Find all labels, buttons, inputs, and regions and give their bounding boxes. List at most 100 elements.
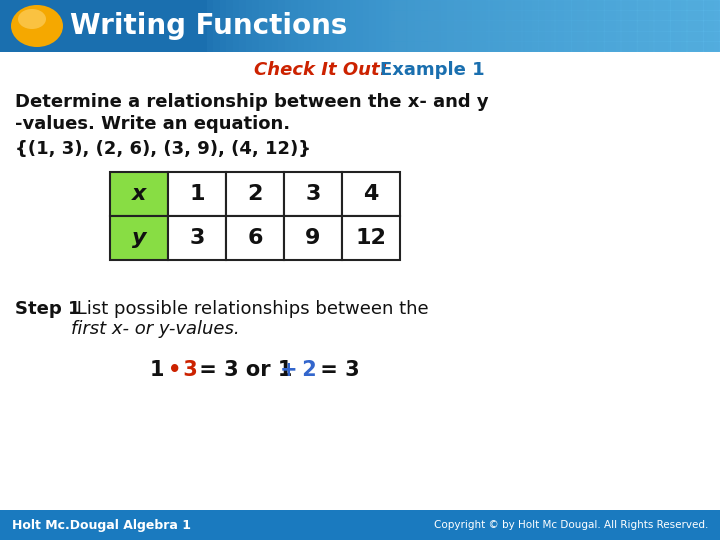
FancyBboxPatch shape (687, 21, 703, 31)
FancyBboxPatch shape (505, 11, 522, 21)
Bar (694, 0, 701, 52)
Bar (252, 0, 259, 52)
Bar (233, 0, 240, 52)
Bar (402, 0, 409, 52)
FancyBboxPatch shape (489, 0, 505, 10)
Bar (662, 0, 669, 52)
Text: •: • (168, 360, 181, 380)
FancyBboxPatch shape (703, 42, 720, 52)
FancyBboxPatch shape (423, 42, 439, 52)
Text: Step 1: Step 1 (15, 300, 81, 318)
Bar (342, 172, 400, 216)
FancyBboxPatch shape (522, 21, 539, 31)
Bar (434, 0, 441, 52)
FancyBboxPatch shape (605, 0, 621, 10)
FancyBboxPatch shape (390, 21, 406, 31)
FancyBboxPatch shape (407, 11, 423, 21)
Bar (701, 0, 708, 52)
Bar (707, 0, 714, 52)
Bar (610, 0, 617, 52)
Bar (467, 0, 474, 52)
FancyBboxPatch shape (555, 42, 571, 52)
Bar (226, 172, 284, 216)
Bar (336, 0, 344, 52)
Bar (265, 0, 272, 52)
Ellipse shape (18, 9, 46, 29)
FancyBboxPatch shape (621, 42, 637, 52)
FancyBboxPatch shape (473, 11, 489, 21)
FancyBboxPatch shape (654, 11, 670, 21)
Bar (454, 0, 461, 52)
Bar (168, 172, 226, 216)
FancyBboxPatch shape (440, 42, 456, 52)
FancyBboxPatch shape (423, 11, 439, 21)
FancyBboxPatch shape (654, 0, 670, 10)
Bar (369, 0, 377, 52)
Bar (590, 0, 598, 52)
Bar (284, 172, 342, 216)
Bar (323, 0, 331, 52)
Text: Determine a relationship between the x- and y: Determine a relationship between the x- … (15, 93, 489, 111)
FancyBboxPatch shape (522, 11, 539, 21)
Bar (246, 0, 253, 52)
FancyBboxPatch shape (539, 0, 555, 10)
FancyBboxPatch shape (605, 42, 621, 52)
Bar (531, 0, 539, 52)
Bar (343, 0, 351, 52)
Bar (681, 0, 688, 52)
Bar (518, 0, 526, 52)
FancyBboxPatch shape (621, 0, 637, 10)
FancyBboxPatch shape (456, 21, 472, 31)
FancyBboxPatch shape (621, 31, 637, 42)
FancyBboxPatch shape (539, 11, 555, 21)
FancyBboxPatch shape (605, 21, 621, 31)
Bar (278, 0, 286, 52)
Text: {(1, 3), (2, 6), (3, 9), (4, 12)}: {(1, 3), (2, 6), (3, 9), (4, 12)} (15, 140, 311, 158)
Bar (551, 0, 559, 52)
FancyBboxPatch shape (687, 42, 703, 52)
Bar (473, 0, 480, 52)
FancyBboxPatch shape (390, 11, 406, 21)
FancyBboxPatch shape (539, 42, 555, 52)
FancyBboxPatch shape (654, 21, 670, 31)
FancyBboxPatch shape (605, 11, 621, 21)
FancyBboxPatch shape (621, 11, 637, 21)
Text: = 3: = 3 (313, 360, 359, 380)
Text: y: y (132, 228, 146, 248)
Bar (616, 0, 624, 52)
Bar (675, 0, 682, 52)
FancyBboxPatch shape (440, 0, 456, 10)
Bar (428, 0, 435, 52)
FancyBboxPatch shape (555, 0, 571, 10)
Bar (330, 0, 338, 52)
FancyBboxPatch shape (473, 21, 489, 31)
FancyBboxPatch shape (703, 31, 720, 42)
Bar (291, 0, 299, 52)
FancyBboxPatch shape (522, 31, 539, 42)
Bar (284, 0, 292, 52)
Bar (570, 0, 578, 52)
Bar (577, 0, 585, 52)
Bar (220, 0, 227, 52)
FancyBboxPatch shape (605, 31, 621, 42)
Bar (538, 0, 546, 52)
FancyBboxPatch shape (654, 31, 670, 42)
Bar (583, 0, 591, 52)
Text: 4: 4 (364, 184, 379, 204)
Text: 6: 6 (247, 228, 263, 248)
Bar (356, 0, 364, 52)
FancyBboxPatch shape (654, 42, 670, 52)
FancyBboxPatch shape (555, 11, 571, 21)
FancyBboxPatch shape (473, 0, 489, 10)
FancyBboxPatch shape (423, 21, 439, 31)
Bar (0, 0, 720, 52)
Bar (349, 0, 357, 52)
FancyBboxPatch shape (687, 0, 703, 10)
Bar (271, 0, 279, 52)
FancyBboxPatch shape (703, 0, 720, 10)
FancyBboxPatch shape (555, 21, 571, 31)
FancyBboxPatch shape (522, 42, 539, 52)
Bar (310, 0, 318, 52)
FancyBboxPatch shape (588, 42, 604, 52)
Text: 3: 3 (189, 228, 204, 248)
